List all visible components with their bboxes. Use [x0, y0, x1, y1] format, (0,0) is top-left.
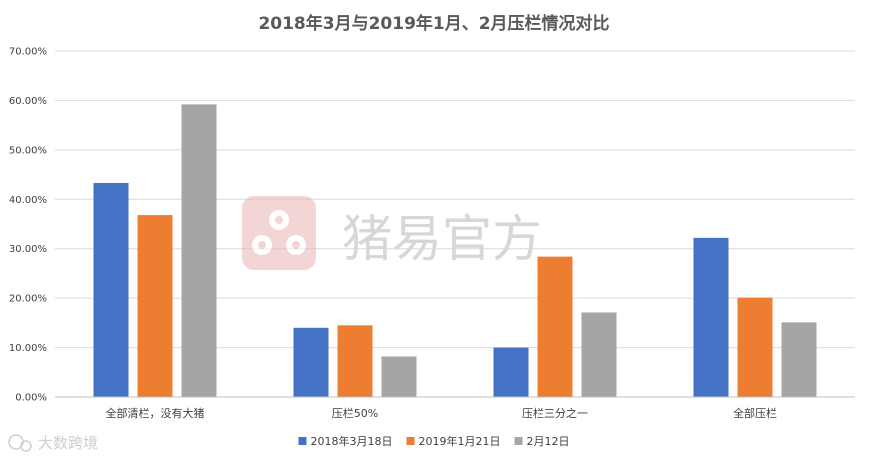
wechat-logo-icon: [8, 434, 32, 452]
x-category-label: 全部压栏: [733, 406, 777, 420]
chart-title: 2018年3月与2019年1月、2月压栏情况对比: [258, 13, 609, 34]
legend: 2018年3月18日 2019年1月21日 2月12日: [298, 434, 570, 448]
bar: [737, 297, 773, 397]
bar: [293, 327, 329, 397]
legend-swatch: [406, 437, 415, 445]
bar: [93, 182, 129, 397]
x-category-label: 全部清栏，没有大猪: [106, 406, 205, 420]
watermark: 猪易官方: [242, 196, 542, 270]
bar: [381, 356, 417, 397]
secondary-watermark: 大数跨境: [8, 434, 98, 452]
bar: [181, 104, 217, 397]
y-tick-label: 30.00%: [9, 244, 47, 255]
legend-label: 2019年1月21日: [419, 434, 501, 448]
y-tick-label: 20.00%: [9, 294, 47, 305]
bar: [337, 325, 373, 397]
watermark-text: 猪易官方: [342, 210, 542, 268]
legend-label: 2018年3月18日: [311, 434, 393, 448]
bar: [137, 215, 173, 397]
legend-label: 2月12日: [527, 435, 570, 448]
bar: [537, 256, 573, 397]
watermark-logo-icon: [242, 196, 316, 270]
legend-swatch: [298, 437, 307, 445]
legend-swatch: [514, 437, 523, 445]
x-category-label: 压栏三分之一: [522, 406, 588, 420]
secondary-watermark-text: 大数跨境: [38, 434, 98, 452]
y-tick-label: 10.00%: [9, 343, 47, 354]
gridlines: [55, 50, 855, 349]
x-axis-categories: 全部清栏，没有大猪 压栏50% 压栏三分之一 全部压栏: [106, 406, 778, 420]
bars: [93, 104, 817, 397]
y-tick-label: 0.00%: [15, 393, 47, 404]
bar: [781, 322, 817, 397]
y-tick-label: 50.00%: [9, 145, 47, 156]
bar: [581, 312, 617, 397]
y-tick-label: 70.00%: [9, 47, 47, 58]
y-axis-ticks: 0.00% 10.00% 20.00% 30.00% 40.00% 50.00% 60.00…: [9, 47, 47, 404]
bar: [493, 347, 529, 397]
y-tick-label: 40.00%: [9, 195, 47, 206]
bar: [693, 237, 729, 397]
y-tick-label: 60.00%: [9, 96, 47, 107]
x-category-label: 压栏50%: [332, 406, 378, 420]
